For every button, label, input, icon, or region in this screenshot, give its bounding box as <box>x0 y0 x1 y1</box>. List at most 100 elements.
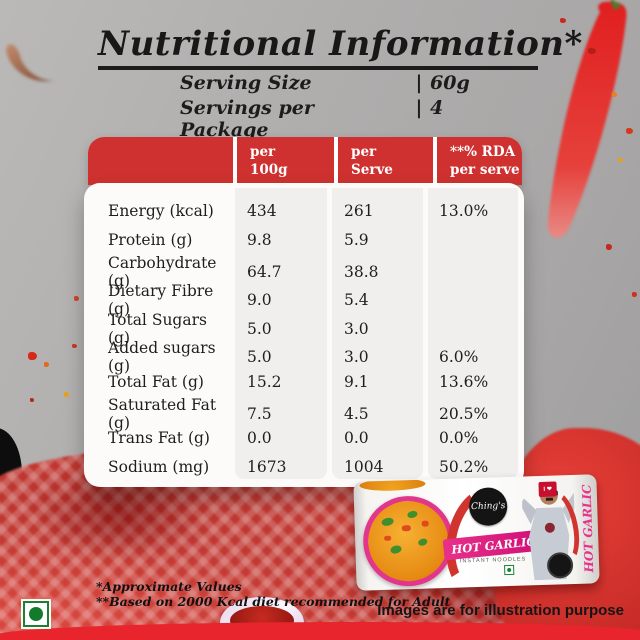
value-per-serve: 5.9 <box>344 230 369 249</box>
nutrient-label: Total Fat (g) <box>108 372 204 391</box>
column-shading <box>235 188 327 479</box>
value-rda: 6.0% <box>439 347 479 366</box>
header-cell-per-serve: per Serve <box>338 137 433 185</box>
value-per-serve: 261 <box>344 202 374 221</box>
veg-symbol-small <box>504 564 515 576</box>
footnote-approximate: *Approximate Values <box>96 579 242 594</box>
column-shading <box>428 188 518 479</box>
chili-flake-icon <box>588 48 596 54</box>
nutrient-label: Sodium (mg) <box>108 457 210 476</box>
value-rda: 50.2% <box>439 457 489 476</box>
value-per-100g: 1673 <box>247 457 287 476</box>
chili-flake-icon <box>44 362 49 367</box>
table-row: Sodium (mg) 1673 1004 50.2% <box>84 453 524 481</box>
value-per-100g: 64.7 <box>247 262 282 281</box>
value-rda: 13.0% <box>439 202 489 221</box>
chili-flake-icon <box>30 398 34 402</box>
value-per-serve: 9.1 <box>344 372 369 391</box>
header-line: per serve <box>450 161 520 178</box>
value-per-100g: 9.0 <box>247 291 272 310</box>
serving-size-label: Serving Size <box>180 72 312 94</box>
servings-label: Servings per Package <box>180 97 314 141</box>
servings-value: 4 <box>430 97 444 119</box>
nutrient-label: Protein (g) <box>108 230 193 249</box>
value-per-100g: 5.0 <box>247 347 272 366</box>
table-row: Protein (g) 9.8 5.9 <box>84 225 524 253</box>
value-per-100g: 9.8 <box>247 230 272 249</box>
nutrient-label: Trans Fat (g) <box>108 429 210 448</box>
value-rda: 0.0% <box>439 429 479 448</box>
table-row: Dietary Fibre (g) 9.0 5.4 <box>84 282 524 318</box>
table-row: Saturated Fat (g) 7.5 4.5 20.5% <box>84 396 524 432</box>
serving-size-value: 60g <box>430 72 470 94</box>
nutrient-label: Saturated Fat (g) <box>108 395 217 432</box>
chili-flake-icon <box>618 158 623 162</box>
bottom-red-band <box>0 622 640 640</box>
brand-name: Ching's <box>470 501 506 513</box>
value-per-100g: 15.2 <box>247 372 282 391</box>
table-row: Added sugars (g) 5.0 3.0 6.0% <box>84 339 524 375</box>
serving-size-row: Serving Size | 60g <box>180 72 470 94</box>
chili-flake-icon <box>74 296 79 301</box>
page-title: Nutritional Information* <box>98 24 583 64</box>
chili-flake-icon <box>632 292 637 297</box>
chili-flake-icon <box>626 128 633 134</box>
nutrition-table-body: Energy (kcal) 434 261 13.0% Protein (g) … <box>84 183 524 487</box>
table-row: Total Sugars (g) 5.0 3.0 <box>84 311 524 347</box>
noodle-bowl-graphic <box>361 494 455 588</box>
chili-flake-icon <box>606 244 612 250</box>
value-per-serve: 4.5 <box>344 404 369 423</box>
table-row: Carbohydrate (g) 64.7 38.8 <box>84 254 524 290</box>
chili-flake-icon <box>64 392 69 397</box>
value-per-serve: 38.8 <box>344 262 379 281</box>
nutrient-label: Energy (kcal) <box>108 202 214 221</box>
variant-side-label: HOT GARLIC <box>579 484 597 573</box>
chili-flake-icon <box>612 92 617 97</box>
packet-body: Ching's HOT GARLIC INSTANT NOODLES I ❤ H… <box>353 474 600 591</box>
nutrient-label: Total Sugars (g) <box>108 310 207 347</box>
chili-flake-icon <box>72 344 77 348</box>
header-cell-blank <box>88 137 233 185</box>
value-per-serve: 1004 <box>344 457 384 476</box>
title-underline <box>98 66 538 70</box>
header-line: **% RDA <box>450 144 516 160</box>
table-row: Trans Fat (g) 0.0 0.0 0.0% <box>84 424 524 452</box>
value-per-100g: 434 <box>247 202 277 221</box>
packet-subtitle: INSTANT NOODLES <box>459 556 527 565</box>
variant-side-text: HOT GARLIC <box>578 482 597 574</box>
table-row: Energy (kcal) 434 261 13.0% <box>84 197 524 225</box>
header-line: per <box>250 144 276 160</box>
value-rda: 13.6% <box>439 372 489 391</box>
header-line: 100g <box>250 161 288 178</box>
footnote-rda-basis: **Based on 2000 Kcal diet recommended fo… <box>96 594 451 609</box>
divider: | <box>415 72 423 94</box>
chili-pepper-image <box>547 0 627 238</box>
nutrient-label: Carbohydrate (g) <box>108 253 217 290</box>
nutrient-label: Dietary Fibre (g) <box>108 282 214 319</box>
value-rda: 20.5% <box>439 404 489 423</box>
header-cell-per-100g: per 100g <box>237 137 334 185</box>
header-line: Serve <box>351 161 393 178</box>
servings-per-package-row: Servings per Package | 4 <box>180 97 443 141</box>
value-per-100g: 0.0 <box>247 429 272 448</box>
chili-flake-icon <box>560 18 566 23</box>
value-per-serve: 5.4 <box>344 291 369 310</box>
product-packet-image: Ching's HOT GARLIC INSTANT NOODLES I ❤ H… <box>353 474 600 591</box>
value-per-serve: 3.0 <box>344 319 369 338</box>
value-per-serve: 0.0 <box>344 429 369 448</box>
illustration-disclaimer: Images are for illustration purpose <box>377 602 624 619</box>
divider: | <box>415 97 423 119</box>
value-per-100g: 5.0 <box>247 319 272 338</box>
header-line: per <box>351 144 377 160</box>
chili-flake-icon <box>28 352 37 360</box>
footnotes: *Approximate Values **Based on 2000 Kcal… <box>96 579 450 609</box>
table-row: Total Fat (g) 15.2 9.1 13.6% <box>84 367 524 395</box>
value-per-100g: 7.5 <box>247 404 272 423</box>
nutrition-table-header: per 100g per Serve **% RDA per serve <box>88 137 522 185</box>
onion-skin-image <box>6 44 58 82</box>
value-per-serve: 3.0 <box>344 347 369 366</box>
nutrient-label: Added sugars (g) <box>108 338 216 375</box>
column-shading <box>332 188 423 479</box>
header-cell-rda: **% RDA per serve <box>437 137 522 185</box>
